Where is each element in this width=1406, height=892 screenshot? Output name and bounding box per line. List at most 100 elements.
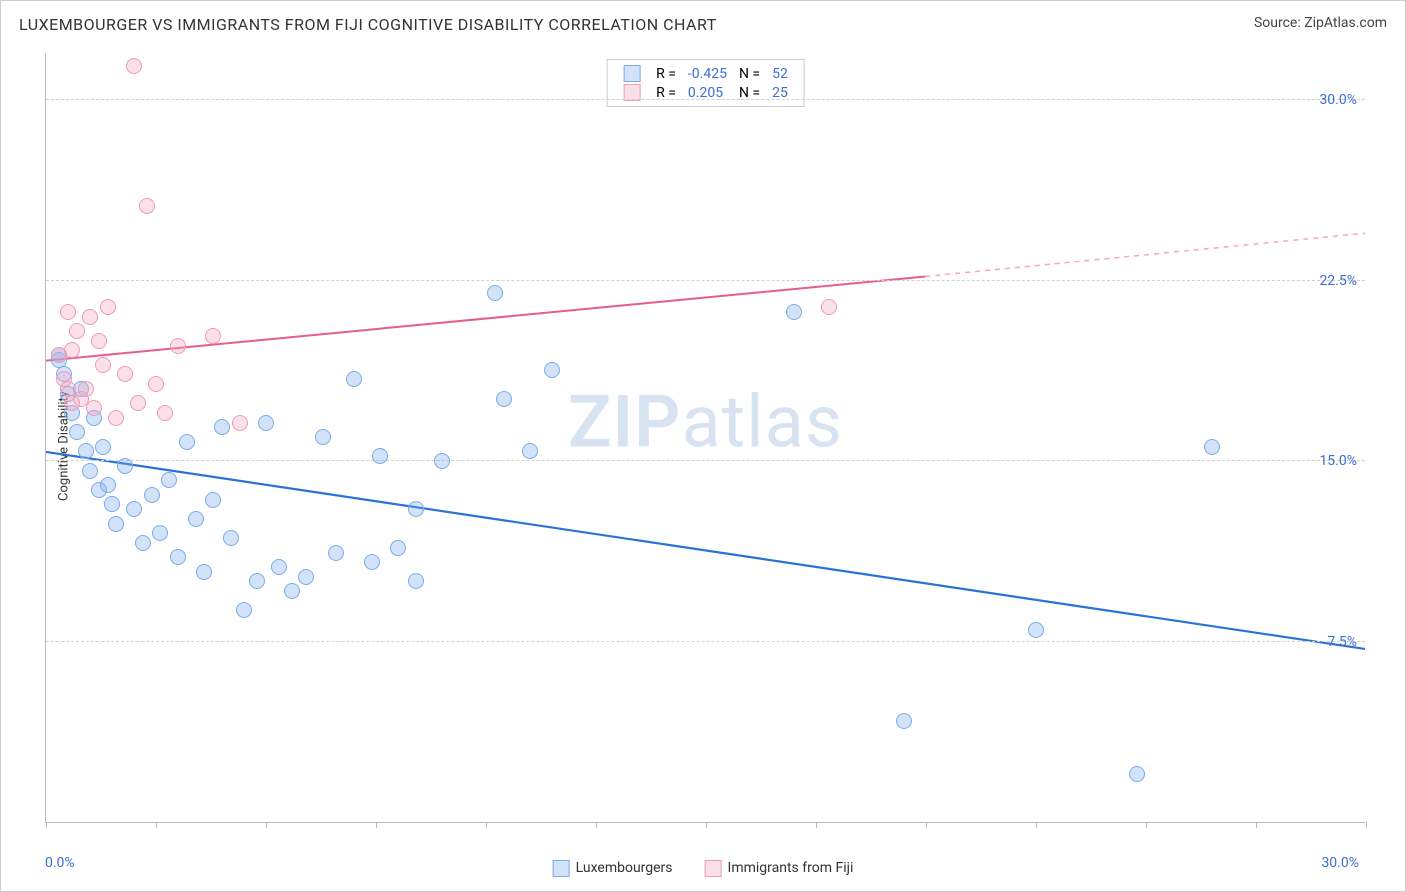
legend-swatch: [705, 860, 722, 877]
data-point: [258, 415, 274, 431]
data-point: [126, 501, 142, 517]
data-point: [408, 573, 424, 589]
watermark-bold: ZIP: [568, 380, 681, 465]
data-point: [69, 424, 85, 440]
x-tick: [46, 822, 47, 828]
watermark: ZIPatlas: [568, 380, 843, 465]
data-point: [372, 448, 388, 464]
data-point: [284, 583, 300, 599]
data-point: [328, 545, 344, 561]
x-tick: [1256, 822, 1257, 828]
data-point: [236, 602, 252, 618]
data-point: [487, 285, 503, 301]
data-point: [1129, 766, 1145, 782]
data-point: [95, 357, 111, 373]
gridline: [46, 460, 1365, 461]
y-tick-label: 7.5%: [1327, 634, 1357, 650]
series-legend-item: Immigrants from Fiji: [705, 860, 854, 877]
data-point: [315, 429, 331, 445]
stats-legend-row: R =-0.425N =52: [617, 64, 794, 83]
stat-R-value: -0.425: [682, 64, 733, 83]
data-point: [408, 501, 424, 517]
series-legend-label: Luxembourgers: [576, 860, 673, 876]
chart-title: LUXEMBOURGER VS IMMIGRANTS FROM FIJI COG…: [19, 15, 717, 34]
data-point: [64, 342, 80, 358]
legend-swatch: [553, 860, 570, 877]
gridline: [46, 99, 1365, 100]
data-point: [144, 487, 160, 503]
x-tick: [816, 822, 817, 828]
y-tick-label: 30.0%: [1319, 92, 1357, 108]
data-point: [117, 366, 133, 382]
stat-N-label: N =: [733, 64, 766, 83]
series-legend-item: Luxembourgers: [553, 860, 673, 877]
data-point: [95, 439, 111, 455]
data-point: [100, 299, 116, 315]
plot-area: ZIPatlas R =-0.425N =52R =0.205N =25 7.5…: [45, 53, 1365, 823]
series-legend-label: Immigrants from Fiji: [728, 860, 854, 876]
data-point: [223, 530, 239, 546]
data-point: [188, 511, 204, 527]
x-axis-max-label: 30.0%: [1321, 855, 1359, 871]
series-legend: Luxembourgers Immigrants from Fiji: [553, 860, 854, 877]
data-point: [249, 573, 265, 589]
x-axis-min-label: 0.0%: [45, 855, 75, 871]
x-tick: [486, 822, 487, 828]
data-point: [390, 540, 406, 556]
data-point: [64, 395, 80, 411]
data-point: [1204, 439, 1220, 455]
data-point: [298, 569, 314, 585]
x-tick: [706, 822, 707, 828]
x-tick: [926, 822, 927, 828]
x-tick: [376, 822, 377, 828]
gridline: [46, 280, 1365, 281]
data-point: [108, 410, 124, 426]
data-point: [139, 198, 155, 214]
data-point: [117, 458, 133, 474]
data-point: [100, 477, 116, 493]
data-point: [434, 453, 450, 469]
data-point: [104, 496, 120, 512]
data-point: [522, 443, 538, 459]
data-point: [82, 463, 98, 479]
data-point: [205, 492, 221, 508]
data-point: [130, 395, 146, 411]
y-tick-label: 15.0%: [1319, 453, 1357, 469]
data-point: [78, 381, 94, 397]
data-point: [786, 304, 802, 320]
data-point: [346, 371, 362, 387]
data-point: [69, 323, 85, 339]
data-point: [135, 535, 151, 551]
data-point: [78, 443, 94, 459]
data-point: [214, 419, 230, 435]
trend-lines: [46, 53, 1365, 822]
data-point: [496, 391, 512, 407]
data-point: [170, 549, 186, 565]
stats-legend-table: R =-0.425N =52R =0.205N =25: [617, 64, 794, 102]
watermark-rest: atlas: [681, 380, 843, 465]
header: LUXEMBOURGER VS IMMIGRANTS FROM FIJI COG…: [1, 1, 1405, 42]
chart-container: LUXEMBOURGER VS IMMIGRANTS FROM FIJI COG…: [0, 0, 1406, 892]
data-point: [60, 304, 76, 320]
data-point: [271, 559, 287, 575]
data-point: [205, 328, 221, 344]
y-tick-label: 22.5%: [1319, 273, 1357, 289]
data-point: [896, 713, 912, 729]
data-point: [91, 333, 107, 349]
data-point: [82, 309, 98, 325]
data-point: [232, 415, 248, 431]
stat-R-label: R =: [650, 64, 682, 83]
data-point: [170, 338, 186, 354]
data-point: [179, 434, 195, 450]
data-point: [364, 554, 380, 570]
source-label: Source: ZipAtlas.com: [1254, 15, 1387, 31]
x-tick: [1366, 822, 1367, 828]
legend-swatch: [623, 65, 640, 82]
data-point: [1028, 622, 1044, 638]
x-tick: [1036, 822, 1037, 828]
gridline: [46, 641, 1365, 642]
data-point: [108, 516, 124, 532]
data-point: [196, 564, 212, 580]
data-point: [152, 525, 168, 541]
x-tick: [156, 822, 157, 828]
